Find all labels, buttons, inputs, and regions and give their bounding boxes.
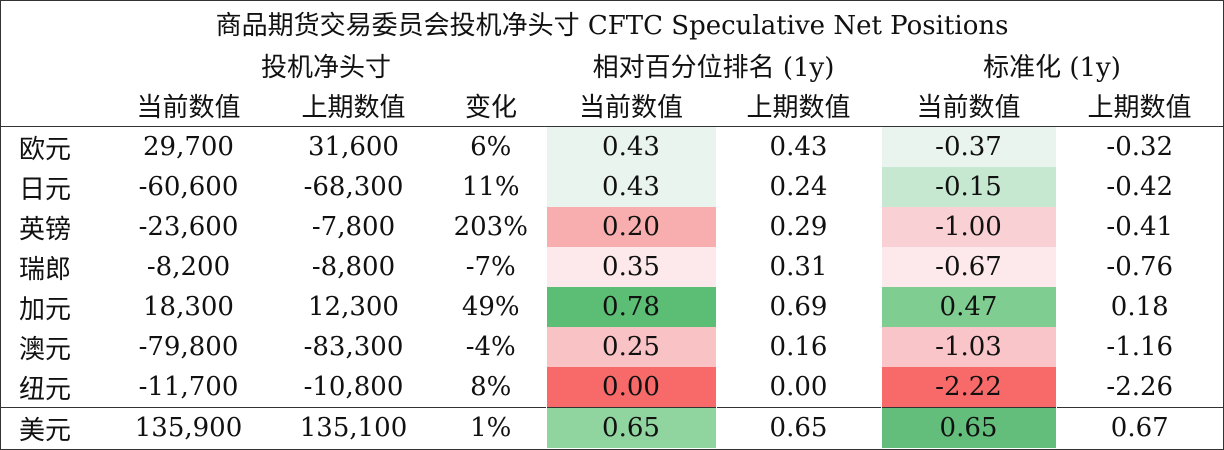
cell: 6% bbox=[470, 132, 512, 162]
cell: -0.15 bbox=[880, 167, 1057, 207]
cell: -7,800 bbox=[311, 212, 396, 242]
row: 加元 18,300 12,300 49% 0.78 0.69 0.47 0.18 bbox=[1, 287, 1223, 327]
cell: -0.41 bbox=[1106, 212, 1174, 242]
cell: -8,800 bbox=[311, 252, 396, 282]
row: 纽元 -11,700 -10,800 8% 0.00 0.00 -2.22 -2.26 bbox=[1, 367, 1223, 408]
cell: 0.78 bbox=[545, 287, 717, 327]
cell: 18,300 bbox=[143, 292, 234, 322]
title: 商品期货交易委员会投机净头寸 CFTC Speculative Net Posi… bbox=[215, 10, 1009, 41]
cell: 203% bbox=[453, 212, 528, 242]
cell: 29,700 bbox=[143, 132, 234, 162]
cell: 8% bbox=[470, 372, 512, 402]
group-header: 投机净头寸 bbox=[260, 52, 391, 83]
row: 欧元 29,700 31,600 6% 0.43 0.43 -0.37 -0.32 bbox=[1, 126, 1223, 167]
cell: 0.65 bbox=[880, 407, 1057, 448]
column-header: 当前数值 bbox=[546, 85, 716, 127]
cell: -2.26 bbox=[1106, 372, 1174, 402]
column-header: 当前数值 bbox=[881, 85, 1056, 127]
cell: 0.43 bbox=[545, 167, 717, 207]
cell: 12,300 bbox=[308, 292, 399, 322]
cell: -60,600 bbox=[138, 172, 239, 202]
row: 澳元 -79,800 -83,300 -4% 0.25 0.16 -1.03 -1.16 bbox=[1, 327, 1223, 367]
cell: -0.67 bbox=[880, 247, 1057, 287]
cell: -79,800 bbox=[138, 332, 239, 362]
cell: -4% bbox=[465, 332, 516, 362]
cell: -10,800 bbox=[303, 372, 404, 402]
cell: 0.47 bbox=[880, 287, 1057, 327]
cell: -23,600 bbox=[138, 212, 239, 242]
cell: 0.00 bbox=[545, 367, 717, 408]
cell: 0.18 bbox=[1110, 292, 1169, 322]
cell: 1% bbox=[436, 407, 546, 448]
cell: 0.43 bbox=[545, 126, 717, 167]
cell: 0.35 bbox=[545, 247, 717, 287]
column-header: 上期数值 bbox=[716, 85, 881, 127]
cell: 135,100 bbox=[271, 407, 436, 448]
cell: -68,300 bbox=[303, 172, 404, 202]
cell: 0.31 bbox=[769, 252, 828, 282]
cell: 11% bbox=[461, 172, 520, 202]
column-header: 上期数值 bbox=[1056, 85, 1223, 127]
cell: -83,300 bbox=[303, 332, 404, 362]
row: 瑞郎 -8,200 -8,800 -7% 0.35 0.31 -0.67 -0.76 bbox=[1, 247, 1223, 287]
cell: 0.25 bbox=[545, 327, 717, 367]
row-name: 纽元 bbox=[19, 374, 72, 405]
cell: -7% bbox=[465, 252, 516, 282]
cell: -1.16 bbox=[1106, 332, 1174, 362]
cell: 135,900 bbox=[106, 407, 271, 448]
column-header: 上期数值 bbox=[271, 85, 436, 127]
cell: 0.20 bbox=[545, 207, 717, 247]
row-name: 瑞郎 bbox=[19, 254, 72, 285]
row-name: 澳元 bbox=[19, 334, 72, 365]
cell: 0.24 bbox=[769, 172, 828, 202]
cell: 49% bbox=[461, 292, 520, 322]
group-header: 标准化 (1y) bbox=[983, 52, 1121, 83]
row-name: 日元 bbox=[19, 174, 72, 205]
cell: -0.76 bbox=[1106, 252, 1174, 282]
row-name: 加元 bbox=[19, 294, 72, 325]
cell: 0.69 bbox=[769, 292, 828, 322]
cell: -1.00 bbox=[880, 207, 1057, 247]
cell: 0.00 bbox=[769, 372, 828, 402]
cell: -0.32 bbox=[1106, 132, 1174, 162]
cell: -11,700 bbox=[138, 372, 239, 402]
column-header: 当前数值 bbox=[106, 85, 271, 127]
cell: -8,200 bbox=[146, 252, 231, 282]
cell: 0.67 bbox=[1056, 407, 1223, 448]
cell: 0.29 bbox=[769, 212, 828, 242]
cell: 31,600 bbox=[308, 132, 399, 162]
cell: 0.16 bbox=[769, 332, 828, 362]
cell: 0.65 bbox=[545, 407, 717, 448]
row: 英镑 -23,600 -7,800 203% 0.20 0.29 -1.00 -0.41 bbox=[1, 207, 1223, 247]
cell: -0.42 bbox=[1106, 172, 1174, 202]
row-name: 美元 bbox=[1, 407, 106, 448]
cell: -1.03 bbox=[880, 327, 1057, 367]
cell: -0.37 bbox=[880, 126, 1057, 167]
row: 美元 135,900 135,100 1% 0.65 0.65 0.65 0.67 bbox=[1, 407, 1223, 448]
cell: -2.22 bbox=[880, 367, 1057, 408]
cell: 0.65 bbox=[716, 407, 881, 448]
row: 日元 -60,600 -68,300 11% 0.43 0.24 -0.15 -0.42 bbox=[1, 167, 1223, 207]
cell: 0.43 bbox=[769, 132, 828, 162]
column-header: 变化 bbox=[436, 85, 546, 127]
row-name: 英镑 bbox=[19, 214, 72, 245]
row-name: 欧元 bbox=[19, 134, 72, 165]
group-header: 相对百分位排名 (1y) bbox=[592, 52, 835, 83]
